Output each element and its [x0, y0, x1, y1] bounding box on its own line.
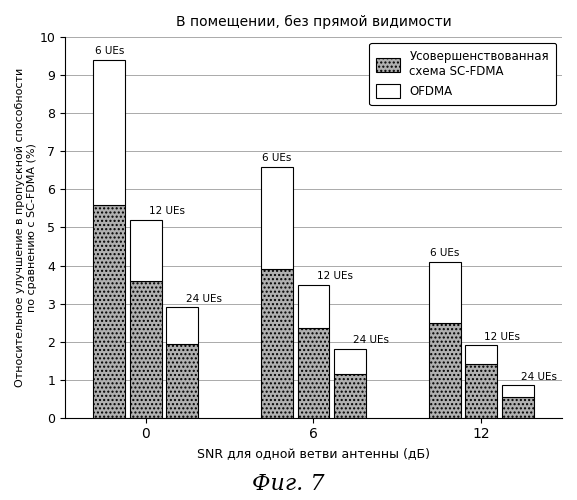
Title: В помещении, без прямой видимости: В помещении, без прямой видимости: [175, 15, 451, 29]
X-axis label: SNR для одной ветви антенны (дБ): SNR для одной ветви антенны (дБ): [197, 447, 430, 460]
Text: 6 UEs: 6 UEs: [95, 46, 124, 56]
Text: 6 UEs: 6 UEs: [263, 153, 292, 163]
Bar: [130, 220, 162, 280]
Bar: [261, 166, 293, 270]
Bar: [93, 204, 125, 418]
Bar: [130, 280, 162, 417]
Bar: [501, 397, 534, 417]
Bar: [334, 349, 366, 374]
Bar: [501, 386, 534, 397]
Bar: [334, 374, 366, 418]
Bar: [166, 344, 198, 417]
Bar: [465, 346, 497, 364]
Bar: [465, 364, 497, 418]
Bar: [93, 60, 125, 204]
Bar: [429, 322, 460, 418]
Text: 6 UEs: 6 UEs: [430, 248, 459, 258]
Bar: [166, 308, 198, 344]
Text: 12 UEs: 12 UEs: [484, 332, 520, 342]
Text: Фиг. 7: Фиг. 7: [252, 473, 325, 495]
Text: 24 UEs: 24 UEs: [353, 336, 389, 345]
Y-axis label: Относительное улучшение в пропускной способности
по сравнению с SC-FDMA (%): Относительное улучшение в пропускной спо…: [15, 68, 36, 387]
Bar: [298, 284, 329, 329]
Text: 12 UEs: 12 UEs: [317, 270, 353, 280]
Legend: Усовершенствованная
схема SC-FDMA, OFDMA: Усовершенствованная схема SC-FDMA, OFDMA: [369, 43, 556, 105]
Text: 24 UEs: 24 UEs: [520, 372, 557, 382]
Bar: [261, 270, 293, 418]
Bar: [429, 262, 460, 322]
Bar: [298, 328, 329, 418]
Text: 24 UEs: 24 UEs: [186, 294, 222, 304]
Text: 12 UEs: 12 UEs: [149, 206, 185, 216]
